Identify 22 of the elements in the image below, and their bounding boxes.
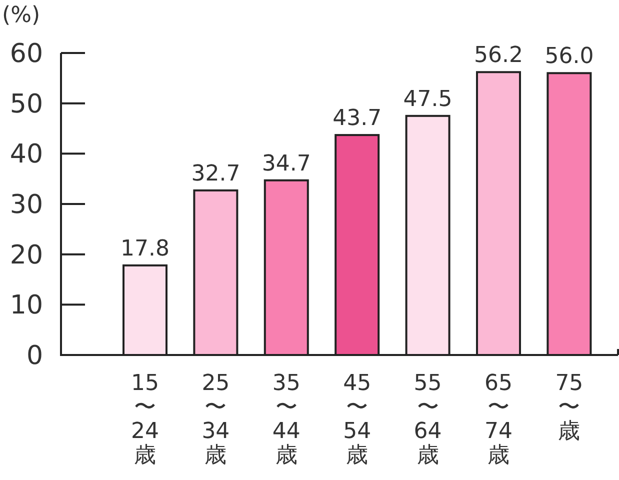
data-label: 32.7 (191, 161, 240, 186)
data-label: 17.8 (120, 236, 170, 262)
y-tick-label: 0 (26, 341, 43, 371)
x-tick-label: 45〜54歳 (343, 371, 372, 468)
x-tick-label: 55〜64歳 (414, 371, 442, 468)
data-label: 47.5 (403, 86, 452, 112)
data-label: 34.7 (262, 151, 311, 176)
y-tick-label: 40 (10, 140, 43, 170)
x-tick-label: 65〜74歳 (484, 371, 512, 468)
x-tick-label: 15〜24歳 (131, 371, 159, 468)
data-label: 56.2 (474, 43, 523, 68)
data-label: 56.0 (544, 44, 594, 70)
x-tick-label: 35〜44歳 (272, 371, 300, 468)
y-tick-label: 30 (10, 190, 43, 220)
y-tick-label: 50 (10, 89, 43, 120)
x-tick-label: 75〜歳 (555, 371, 584, 444)
y-axis-title: (%) (2, 3, 40, 28)
data-label: 43.7 (332, 106, 382, 132)
x-tick-label: 25〜34歳 (202, 371, 230, 468)
y-tick-label: 60 (10, 39, 43, 69)
y-tick-label: 20 (10, 240, 43, 270)
y-tick-label: 10 (10, 290, 43, 321)
